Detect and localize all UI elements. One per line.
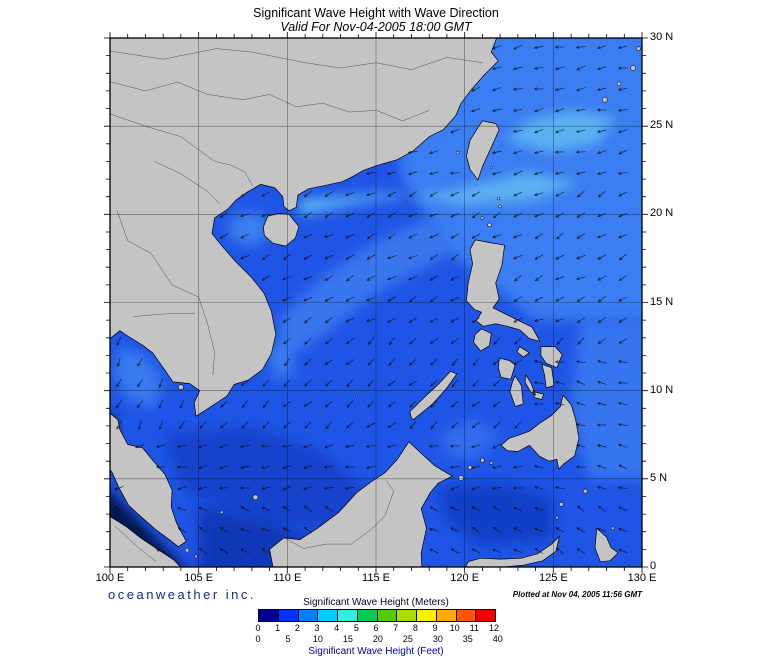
meters-tick: 11 [469,623,479,633]
island-dot [321,276,325,280]
island-dot [487,222,492,228]
lat-tick-label: 25 N [650,119,674,132]
island-dot [630,65,636,71]
lat-tick-label: 20 N [650,207,674,220]
island-dot [455,150,460,155]
meters-tick: 5 [353,623,359,633]
feet-tick: 25 [402,634,413,644]
plotted-timestamp: Plotted at Nov 04, 2005 11:56 GMT [512,590,642,599]
colorbar-segment [278,610,299,621]
lon-tick-label: 130 E [627,572,657,584]
colorbar [258,609,496,622]
meters-tick: 0 [255,623,261,633]
colorbar-segment [298,610,319,621]
map-canvas [104,32,648,573]
island-dot [602,96,608,103]
colorbar-segment [417,610,437,621]
meters-tick: 1 [275,623,281,633]
island-dot [480,216,485,220]
lon-tick-label: 125 E [538,572,568,584]
lon-tick-label: 100 E [95,572,125,584]
colorbar-segment [397,610,417,621]
colorbar-segment [259,610,279,621]
meters-tick: 6 [373,623,379,633]
meters-tick: 4 [334,623,340,633]
island-dot [480,458,485,463]
island-dot [404,200,408,204]
feet-tick: 40 [492,634,503,644]
meters-tick: 9 [432,623,438,633]
lat-tick-label: 10 N [650,383,674,396]
lat-tick-label: 30 N [650,31,674,43]
feet-tick: 20 [372,634,383,644]
island-dot [194,554,198,559]
meters-tick: 10 [449,623,460,633]
lat-tick-label: 0 [650,560,657,572]
island-dot [490,166,493,169]
meters-tick: 8 [412,623,418,633]
map-frame [109,37,643,568]
island-dot [496,196,501,201]
interior-borders [110,48,483,562]
meters-scale-label: Significant Wave Height (Meters) [303,597,449,608]
island-dot [355,394,358,398]
island-dot [458,475,464,481]
frame-ticks [104,32,648,573]
feet-tick: 35 [462,634,473,644]
colorbar-segment [476,610,495,621]
island-dot [610,526,615,530]
chart-title: Significant Wave Height with Wave Direct… [253,6,499,20]
colorbar-segment [436,610,457,621]
wave-direction-arrows [114,44,628,555]
meters-tick: 7 [393,623,399,633]
feet-tick: 0 [255,634,261,644]
colorbar-segment [338,610,358,621]
island-dot [616,81,622,87]
island-dot [219,510,224,515]
lon-tick-label: 105 E [184,572,214,584]
lat-tick-label: 15 N [650,295,674,308]
chart-subtitle: Valid For Nov-04-2005 18:00 GMT [280,20,472,34]
land-layer [110,38,641,567]
lon-tick-label: 110 E [273,572,302,584]
feet-tick: 15 [342,634,353,644]
oceanweather-logo-text: oceanweather inc. [108,587,257,602]
map-clipped-layers [110,38,642,567]
lat-tick-label: 5 N [650,471,668,484]
island-dot [559,502,564,507]
feet-tick: 5 [285,634,291,644]
graticule-grid [110,38,642,567]
meters-tick: 12 [488,623,499,633]
feet-tick: 10 [312,634,323,644]
island-dot [184,547,190,553]
meters-tick: 2 [294,623,300,633]
lon-tick-label: 115 E [362,572,390,584]
island-dot [555,515,559,520]
meters-tick: 3 [314,623,320,633]
island-dot [252,494,259,501]
island-dot [583,488,588,494]
island-dot [178,384,184,390]
colorbar-segment [456,610,477,621]
colorbar-segment [377,610,398,621]
feet-scale-label: Significant Wave Height (Feet) [308,646,444,657]
island-dot [636,46,641,51]
island-dot [489,461,494,465]
feet-tick: 30 [432,634,443,644]
island-dot [319,410,323,414]
island-dot [467,465,473,470]
colorbar-segment [357,610,378,621]
lon-tick-label: 120 E [450,572,480,584]
island-dot [498,204,502,209]
colorbar-segment [318,610,338,621]
